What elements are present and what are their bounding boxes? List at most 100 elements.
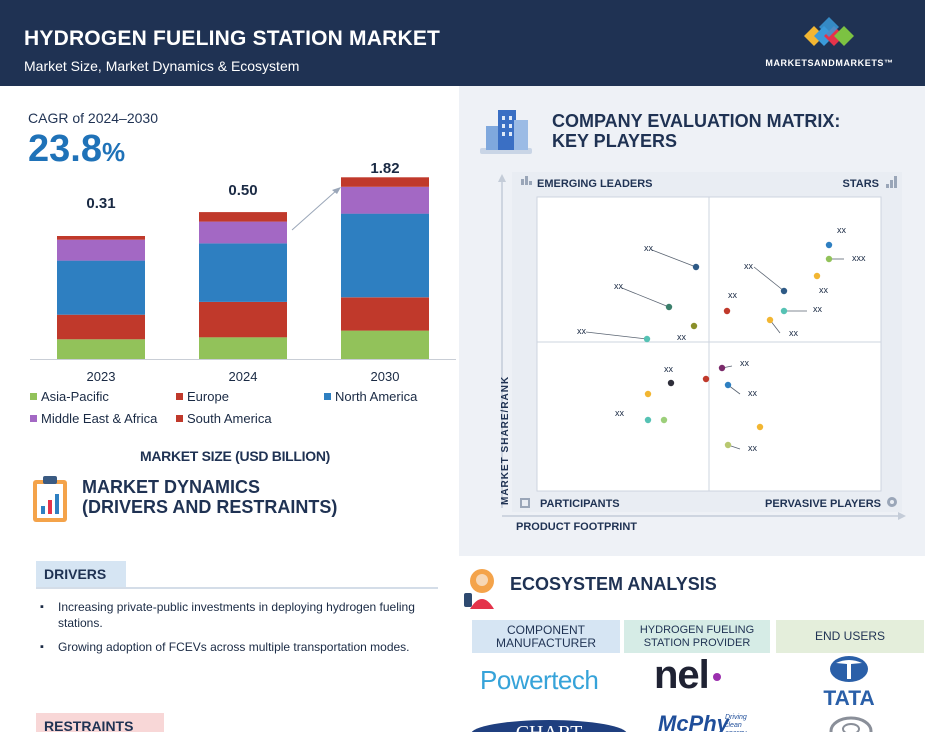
legend-item: Middle East & Africa bbox=[30, 411, 157, 426]
buildings-icon bbox=[480, 110, 532, 154]
matrix-company-point bbox=[702, 375, 710, 383]
matrix-point-label: xx bbox=[664, 364, 674, 374]
matrix-company-point bbox=[690, 322, 698, 330]
market-dynamics-title: MARKET DYNAMICS (DRIVERS AND RESTRAINTS) bbox=[82, 477, 337, 517]
matrix-point-label: xx bbox=[744, 261, 754, 271]
market-dynamics-title-line1: MARKET DYNAMICS bbox=[82, 477, 260, 497]
bar-segment bbox=[57, 260, 145, 315]
bar-segment bbox=[57, 239, 145, 261]
bar-total-label: 0.50 bbox=[228, 182, 257, 199]
driver-item: Increasing private-public investments in… bbox=[40, 599, 430, 631]
nel-dot-icon bbox=[712, 673, 721, 682]
legend-item: Europe bbox=[176, 389, 229, 404]
matrix-company-point bbox=[660, 416, 668, 424]
clipboard-chart-icon bbox=[33, 476, 67, 522]
matrix-point-label: xx bbox=[615, 408, 625, 418]
market-dynamics-title-line2: (DRIVERS AND RESTRAINTS) bbox=[82, 497, 338, 517]
legend-label: Asia-Pacific bbox=[41, 389, 109, 404]
matrix-point-label: xx bbox=[614, 281, 624, 291]
matrix-point-label: xx bbox=[748, 443, 758, 453]
matrix-title: COMPANY EVALUATION MATRIX: KEY PLAYERS bbox=[552, 111, 840, 151]
matrix-company-point bbox=[724, 381, 732, 389]
cagr-value: 23.8% bbox=[28, 128, 125, 171]
legend-item: North America bbox=[324, 389, 417, 404]
column-end-users: END USERS bbox=[776, 620, 924, 653]
legend-item: Asia-Pacific bbox=[30, 389, 109, 404]
matrix-company-point bbox=[825, 255, 833, 263]
matrix-point-label: xx bbox=[819, 285, 829, 295]
legend-label: South America bbox=[187, 411, 272, 426]
bar-segment bbox=[57, 236, 145, 240]
stars-icon bbox=[886, 176, 897, 188]
y-axis-label: MARKET SHARE/RANK bbox=[500, 376, 511, 505]
matrix-point-label: xxx bbox=[852, 253, 866, 263]
matrix-point-label: xx bbox=[837, 225, 847, 235]
matrix-point-label: xx bbox=[740, 358, 750, 368]
mcphy-tagline: Driving clean energy bbox=[725, 714, 747, 732]
company-evaluation-matrix: EMERGING LEADERS STARS PARTICIPANTS PERV… bbox=[498, 172, 906, 533]
legend-swatch bbox=[30, 415, 37, 422]
nel-logo-text: nel bbox=[654, 653, 710, 697]
matrix-title-line2: KEY PLAYERS bbox=[552, 131, 678, 151]
bar-segment bbox=[199, 221, 287, 244]
bar-total-label: 0.31 bbox=[86, 195, 115, 212]
cagr-unit: % bbox=[101, 137, 126, 167]
matrix-company-point bbox=[780, 287, 788, 295]
brand-name: MARKETSANDMARKETS™ bbox=[765, 58, 894, 68]
ecosystem-person-icon bbox=[464, 569, 494, 609]
matrix-company-point bbox=[718, 364, 726, 372]
matrix-company-point bbox=[825, 241, 833, 249]
column-component-manufacturer: COMPONENT MANUFACTURER bbox=[472, 620, 620, 653]
matrix-point-label: xx bbox=[677, 332, 687, 342]
quadrant-stars: STARS bbox=[843, 178, 879, 190]
matrix-point-label: xx bbox=[813, 304, 823, 314]
legend-swatch bbox=[176, 415, 183, 422]
bar-segment bbox=[199, 212, 287, 222]
drivers-list: Increasing private-public investments in… bbox=[40, 599, 430, 663]
driver-item: Growing adoption of FCEVs across multipl… bbox=[40, 639, 430, 655]
matrix-company-point bbox=[724, 441, 732, 449]
growth-arrow-head-icon bbox=[332, 187, 341, 194]
bar-segment bbox=[199, 243, 287, 302]
matrix-point-label: xx bbox=[577, 326, 587, 336]
matrix-title-line1: COMPANY EVALUATION MATRIX: bbox=[552, 111, 841, 131]
bar-segment bbox=[199, 301, 287, 338]
bar-segment bbox=[341, 330, 429, 359]
matrix-company-point bbox=[766, 316, 774, 324]
bar-category-label: 2023 bbox=[87, 369, 116, 384]
brand-diamonds-icon bbox=[804, 17, 854, 46]
bar-segment bbox=[199, 337, 287, 359]
bar-segment bbox=[57, 339, 145, 359]
bar-segment bbox=[341, 297, 429, 331]
column-station-provider: HYDROGEN FUELING STATION PROVIDER bbox=[624, 620, 770, 653]
page-title: HYDROGEN FUELING STATION MARKET bbox=[24, 27, 441, 50]
quadrant-pervasive-players: PERVASIVE PLAYERS bbox=[765, 498, 881, 510]
bar-segment bbox=[341, 186, 429, 214]
matrix-leader-line bbox=[621, 287, 670, 308]
y-axis-arrow-icon bbox=[498, 174, 506, 182]
matrix-company-point bbox=[665, 303, 673, 311]
bar-segment bbox=[57, 314, 145, 340]
market-size-chart: 0.31 2023 0.50 2024 1.82 2030 bbox=[30, 160, 456, 384]
legend-label: Middle East & Africa bbox=[41, 411, 158, 426]
quadrant-emerging-leaders: EMERGING LEADERS bbox=[537, 178, 653, 190]
page-header: HYDROGEN FUELING STATION MARKET Market S… bbox=[0, 0, 925, 86]
cagr-number: 23.8 bbox=[28, 128, 102, 170]
nel-logo: nel bbox=[654, 653, 721, 697]
brand-logo[interactable]: MARKETSANDMARKETS™ bbox=[752, 14, 907, 74]
quadrant-participants: PARTICIPANTS bbox=[540, 498, 620, 510]
toyota-logo-icon bbox=[829, 716, 873, 732]
matrix-company-point bbox=[756, 423, 764, 431]
restraints-tag: RESTRAINTS bbox=[36, 713, 164, 732]
tata-logo-text: TATA bbox=[823, 687, 874, 707]
chart-logo: CHART bbox=[471, 720, 627, 732]
matrix-company-point bbox=[644, 390, 652, 398]
legend-item: South America bbox=[176, 411, 272, 426]
bar-category-label: 2024 bbox=[229, 369, 258, 384]
chart-logo-text: CHART bbox=[516, 722, 583, 732]
matrix-leader-line bbox=[585, 331, 648, 340]
matrix-company-point bbox=[780, 307, 788, 315]
growth-arrow bbox=[291, 189, 338, 231]
matrix-leader-line bbox=[753, 266, 785, 292]
